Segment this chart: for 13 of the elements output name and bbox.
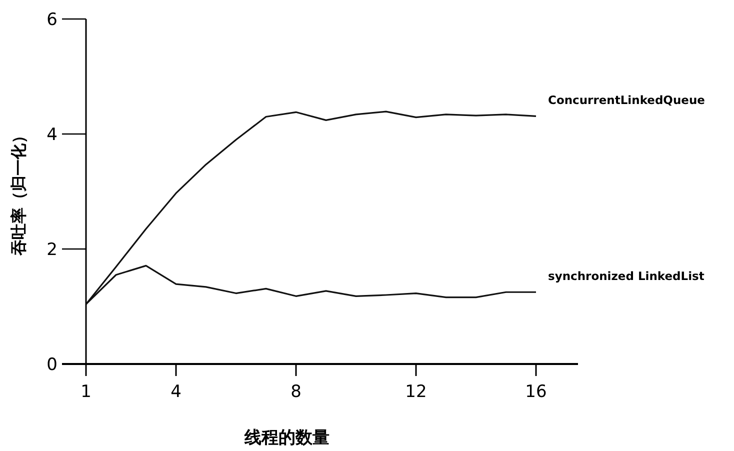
x-tick-label: 16 bbox=[525, 382, 547, 402]
x-tick-label: 4 bbox=[170, 382, 182, 402]
y-tick-label: 6 bbox=[46, 10, 58, 30]
series-label: synchronized LinkedList bbox=[548, 269, 705, 284]
y-tick-label: 2 bbox=[46, 240, 58, 260]
x-tick-label: 12 bbox=[405, 382, 427, 402]
series-label: ConcurrentLinkedQueue bbox=[548, 93, 706, 108]
y-tick-label: 4 bbox=[46, 125, 58, 145]
x-tick-label: 1 bbox=[80, 382, 92, 402]
y-axis-title: 吞吐率（归一化） bbox=[9, 128, 28, 256]
y-tick-label: 0 bbox=[46, 355, 58, 375]
x-axis-title: 线程的数量 bbox=[244, 428, 330, 448]
x-tick-label: 8 bbox=[290, 382, 302, 402]
